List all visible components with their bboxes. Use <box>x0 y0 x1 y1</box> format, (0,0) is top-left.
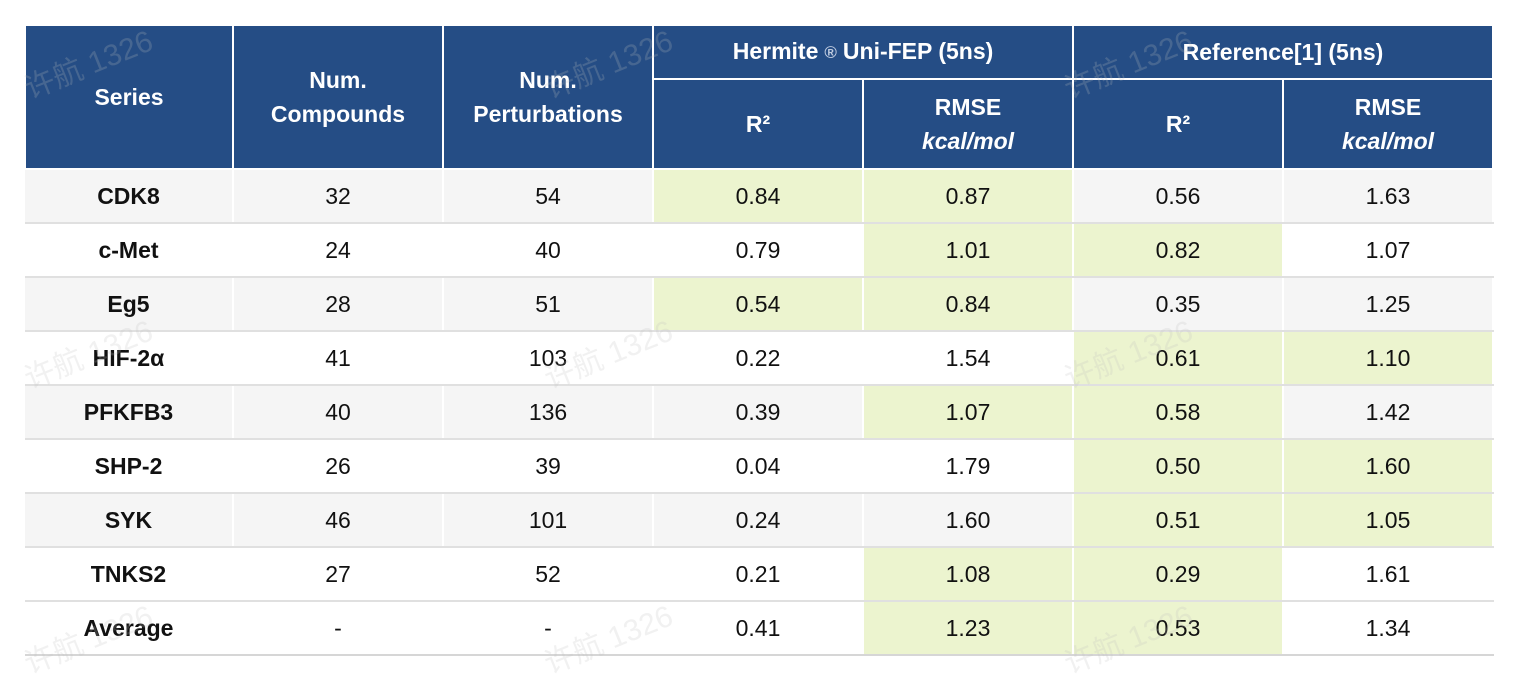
perturbations-cell: 39 <box>443 439 654 494</box>
registered-mark: ® <box>824 42 837 62</box>
series-header: Series <box>24 24 234 170</box>
series-cell: PFKFB3 <box>25 385 234 440</box>
num-perturbations-header-line1: Num. <box>519 67 577 93</box>
hermite-rmse-cell: 1.08 <box>863 547 1074 602</box>
hermite-rmse-cell: 0.87 <box>863 169 1074 224</box>
reference-r2-header: R² <box>1072 78 1284 170</box>
series-cell: c-Met <box>25 223 234 278</box>
series-cell: SYK <box>25 493 234 548</box>
hermite-r2-header: R² <box>652 78 864 170</box>
reference-rmse-cell: 1.34 <box>1283 600 1494 656</box>
perturbations-cell: - <box>443 600 654 656</box>
hermite-rmse-label: RMSE <box>934 94 1002 120</box>
hermite-r2-cell: 0.21 <box>653 547 864 602</box>
num-perturbations-header-line2: Perturbations <box>473 101 623 127</box>
compounds-cell: 41 <box>233 331 444 386</box>
reference-rmse-header: RMSE kcal/mol <box>1282 78 1494 170</box>
table-row: HIF-2α 41 103 0.22 1.54 0.61 1.10 <box>25 331 1494 386</box>
series-cell: CDK8 <box>25 169 234 224</box>
num-compounds-header: Num. Compounds <box>232 24 444 170</box>
perturbations-cell: 40 <box>443 223 654 278</box>
reference-r2-cell: 0.82 <box>1073 223 1284 278</box>
perturbations-cell: 52 <box>443 547 654 602</box>
reference-rmse-cell: 1.25 <box>1283 277 1494 332</box>
reference-rmse-cell: 1.61 <box>1283 547 1494 602</box>
reference-rmse-cell: 1.63 <box>1283 169 1494 224</box>
reference-r2-cell: 0.51 <box>1073 493 1284 548</box>
series-cell: Average <box>25 600 234 656</box>
hermite-r2-cell: 0.41 <box>653 600 864 656</box>
hermite-rmse-cell: 1.23 <box>863 600 1074 656</box>
table-row: SYK 46 101 0.24 1.60 0.51 1.05 <box>25 493 1494 548</box>
table-row: c-Met 24 40 0.79 1.01 0.82 1.07 <box>25 223 1494 278</box>
hermite-rmse-cell: 1.01 <box>863 223 1074 278</box>
perturbations-cell: 103 <box>443 331 654 386</box>
hermite-suffix: Uni-FEP (5ns) <box>842 38 994 65</box>
hermite-rmse-cell: 0.84 <box>863 277 1074 332</box>
series-cell: SHP-2 <box>25 439 234 494</box>
hermite-r2-cell: 0.04 <box>653 439 864 494</box>
table-row: PFKFB3 40 136 0.39 1.07 0.58 1.42 <box>25 385 1494 440</box>
compounds-cell: 24 <box>233 223 444 278</box>
compounds-cell: 28 <box>233 277 444 332</box>
reference-rmse-cell: 1.05 <box>1283 493 1494 548</box>
hermite-rmse-cell: 1.54 <box>863 331 1074 386</box>
reference-r2-cell: 0.58 <box>1073 385 1284 440</box>
series-cell: TNKS2 <box>25 547 234 602</box>
compounds-cell: 40 <box>233 385 444 440</box>
hermite-rmse-cell: 1.60 <box>863 493 1074 548</box>
compounds-cell: 32 <box>233 169 444 224</box>
reference-r2-cell: 0.53 <box>1073 600 1284 656</box>
compounds-cell: 27 <box>233 547 444 602</box>
table-row: SHP-2 26 39 0.04 1.79 0.50 1.60 <box>25 439 1494 494</box>
hermite-rmse-cell: 1.07 <box>863 385 1074 440</box>
hermite-r2-cell: 0.84 <box>653 169 864 224</box>
average-row: Average - -0.41 1.23 0.53 1.34 <box>25 600 1494 656</box>
header-row-top: Series Num. Compounds Num. Perturbations… <box>24 24 1494 170</box>
reference-r2-cell: 0.29 <box>1073 547 1284 602</box>
series-cell: HIF-2α <box>25 331 234 386</box>
compounds-cell: - <box>233 600 444 656</box>
reference-rmse-label: RMSE <box>1354 94 1422 120</box>
hermite-r2-cell: 0.22 <box>653 331 864 386</box>
hermite-group-header: Hermite ® Uni-FEP (5ns) <box>652 24 1074 80</box>
reference-r2-cell: 0.50 <box>1073 439 1284 494</box>
hermite-rmse-cell: 1.79 <box>863 439 1074 494</box>
reference-r2-cell: 0.56 <box>1073 169 1284 224</box>
hermite-r2-cell: 0.79 <box>653 223 864 278</box>
header-row-sub: R² RMSE kcal/mol R² RMSE kcal/mol <box>25 78 1494 170</box>
hermite-rmse-header: RMSE kcal/mol <box>862 78 1074 170</box>
hermite-rmse-unit: kcal/mol <box>921 128 1015 154</box>
series-cell: Eg5 <box>25 277 234 332</box>
table-row: CDK8 32 54 0.84 0.87 0.56 1.63 <box>25 169 1494 224</box>
reference-rmse-cell: 1.42 <box>1283 385 1494 440</box>
num-perturbations-header: Num. Perturbations <box>442 24 654 170</box>
reference-r2-cell: 0.61 <box>1073 331 1284 386</box>
num-compounds-header-line1: Num. <box>309 67 367 93</box>
results-body: CDK8 32 54 0.84 0.87 0.56 1.63 c-Met 24 40 0.79 1.0… <box>25 169 1494 656</box>
hermite-r2-cell: 0.54 <box>653 277 864 332</box>
table-row: Eg5 28 51 0.54 0.84 0.35 1.25 <box>25 277 1494 332</box>
num-compounds-header-line2: Compounds <box>270 101 406 127</box>
reference-rmse-cell: 1.60 <box>1283 439 1494 494</box>
reference-group-header: Reference[1] (5ns) <box>1072 24 1494 80</box>
hermite-r2-cell: 0.39 <box>653 385 864 440</box>
hermite-r2-cell: 0.24 <box>653 493 864 548</box>
hermite-name: Hermite <box>732 38 819 65</box>
reference-rmse-cell: 1.10 <box>1283 331 1494 386</box>
perturbations-cell: 51 <box>443 277 654 332</box>
perturbations-cell: 54 <box>443 169 654 224</box>
table-row: TNKS2 27 52 0.21 1.08 0.29 1.61 <box>25 547 1494 602</box>
perturbations-cell: 101 <box>443 493 654 548</box>
reference-rmse-unit: kcal/mol <box>1341 128 1435 154</box>
compounds-cell: 46 <box>233 493 444 548</box>
results-table: Series Num. Compounds Num. Perturbations… <box>24 24 1494 656</box>
compounds-cell: 26 <box>233 439 444 494</box>
perturbations-cell: 136 <box>443 385 654 440</box>
reference-rmse-cell: 1.07 <box>1283 223 1494 278</box>
reference-r2-cell: 0.35 <box>1073 277 1284 332</box>
